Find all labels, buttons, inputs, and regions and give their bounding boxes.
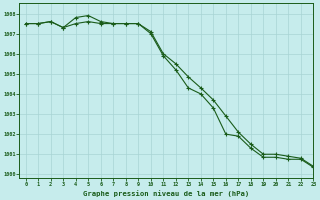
X-axis label: Graphe pression niveau de la mer (hPa): Graphe pression niveau de la mer (hPa) [83, 190, 250, 197]
